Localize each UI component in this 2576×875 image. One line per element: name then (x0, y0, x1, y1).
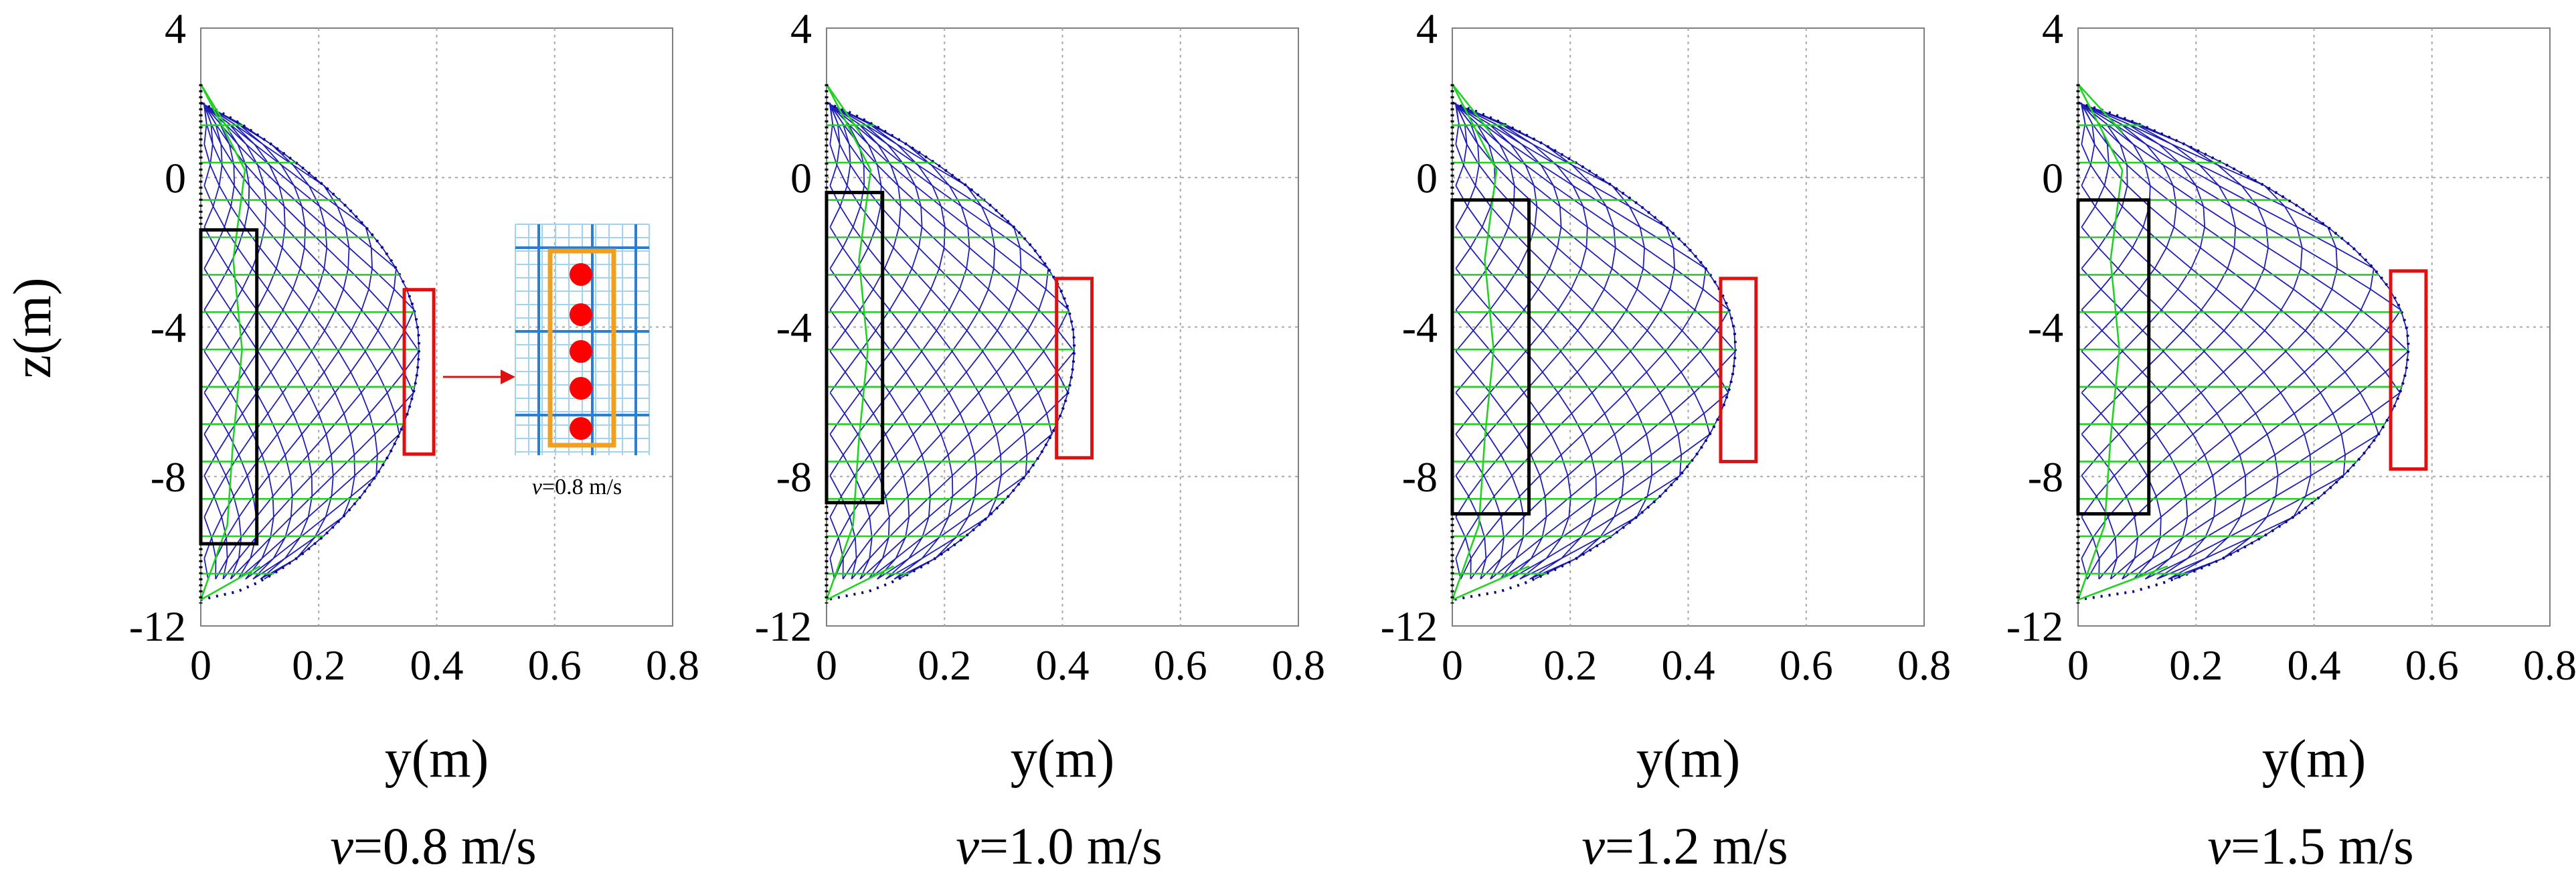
net-mesh (1452, 102, 1736, 580)
y-tick-label: -8 (2028, 453, 2063, 501)
net-mesh (2077, 102, 2409, 580)
x-tick-label: 0 (816, 641, 837, 689)
x-tick-label: 0.4 (410, 641, 464, 689)
inset-caption: v=0.8 m/s (532, 475, 622, 499)
y-tick-label: -12 (755, 603, 812, 650)
inset-arrow-head (501, 370, 515, 384)
x-tick-label: 0.8 (1272, 641, 1325, 689)
black-highlight-box (825, 191, 885, 505)
x-tick-label: 0.2 (292, 641, 345, 689)
y-tick-label: -4 (776, 304, 812, 351)
black-highlight-box (1450, 198, 1531, 516)
y-tick-label: 0 (790, 154, 812, 202)
x-axis-label: y(m) (385, 730, 489, 789)
knot-marker (570, 340, 592, 363)
y-tick-label: -8 (151, 453, 186, 501)
x-axis-label: y(m) (1011, 730, 1115, 789)
y-tick-label: -12 (2006, 603, 2063, 650)
x-tick-label: 0.8 (1897, 641, 1951, 689)
black-highlight-box (199, 228, 259, 546)
frame-ropes (2077, 83, 2409, 601)
frame-ropes (825, 83, 1075, 601)
y-tick-label: -4 (1402, 304, 1438, 351)
x-tick-label: 0.4 (1662, 641, 1715, 689)
x-tick-label: 0.8 (2523, 641, 2576, 689)
x-tick-label: 0.6 (2405, 641, 2459, 689)
knot-marker (570, 377, 592, 400)
x-tick-label: 0.6 (1154, 641, 1207, 689)
y-tick-label: -8 (1402, 453, 1438, 501)
chart-panel: 0 0.2 0.4 0.6 0.8 4 0 -4 -8 -12 y(m) v=1.5 m/s (2006, 5, 2576, 875)
x-axis-label: y(m) (2262, 730, 2367, 789)
y-tick-label: 0 (1416, 154, 1438, 202)
x-tick-label: 0.8 (646, 641, 699, 689)
y-tick-label: 4 (165, 5, 186, 52)
knot-marker (570, 417, 592, 440)
red-highlight-box (402, 288, 436, 456)
y-tick-label: -12 (129, 603, 186, 650)
x-tick-label: 0 (1442, 641, 1463, 689)
y-tick-label: 4 (790, 5, 812, 52)
inset-ropes (515, 224, 649, 455)
x-tick-label: 0.2 (2169, 641, 2223, 689)
chart-panel: 0 0.2 0.4 0.6 0.8 4 0 -4 -8 -12 y(m) v=0.8 m/s (129, 5, 699, 875)
x-tick-label: 0.2 (1543, 641, 1597, 689)
net-mesh (826, 102, 1075, 580)
inset-net-detail (443, 224, 650, 455)
y-tick-label: -12 (1381, 603, 1438, 650)
x-tick-label: 0.2 (918, 641, 971, 689)
net-edge (2077, 101, 2410, 601)
black-highlight-box (2076, 198, 2151, 516)
net-mesh (200, 102, 420, 580)
net-edge (200, 101, 421, 601)
x-tick-label: 0 (2067, 641, 2089, 689)
red-highlight-box (2389, 269, 2428, 471)
red-highlight-box (1055, 276, 1094, 460)
chart-panel: 0 0.2 0.4 0.6 0.8 4 0 -4 -8 -12 y(m) v=1.2 m/s (1381, 5, 1951, 875)
knot-marker (570, 303, 592, 326)
y-tick-label: 4 (2042, 5, 2063, 52)
panel-subtitle: v=1.0 m/s (956, 817, 1162, 875)
red-highlight-box (1719, 276, 1758, 463)
y-axis-label: z(m) (3, 277, 62, 378)
x-tick-label: 0.4 (2288, 641, 2341, 689)
frame-ropes (1451, 83, 1735, 601)
y-tick-label: 4 (1416, 5, 1438, 52)
panel-subtitle: v=1.5 m/s (2207, 817, 2413, 875)
y-tick-label: -4 (151, 304, 186, 351)
y-tick-label: -4 (2028, 304, 2063, 351)
y-tick-label: -8 (776, 453, 812, 501)
panel-subtitle: v=0.8 m/s (330, 817, 536, 875)
knot-marker (570, 263, 592, 286)
x-tick-label: 0.6 (528, 641, 582, 689)
x-tick-label: 0.6 (1780, 641, 1833, 689)
y-tick-label: 0 (165, 154, 186, 202)
x-tick-label: 0.4 (1036, 641, 1090, 689)
x-axis-label: y(m) (1636, 730, 1741, 789)
panel-subtitle: v=1.2 m/s (1581, 817, 1788, 875)
chart-panel: 0 0.2 0.4 0.6 0.8 4 0 -4 -8 -12 y(m) v=1.0 m/s (755, 5, 1325, 875)
y-tick-label: 0 (2042, 154, 2063, 202)
x-tick-label: 0 (190, 641, 211, 689)
frame-ropes (199, 84, 419, 601)
inset-orange-box (547, 248, 616, 448)
